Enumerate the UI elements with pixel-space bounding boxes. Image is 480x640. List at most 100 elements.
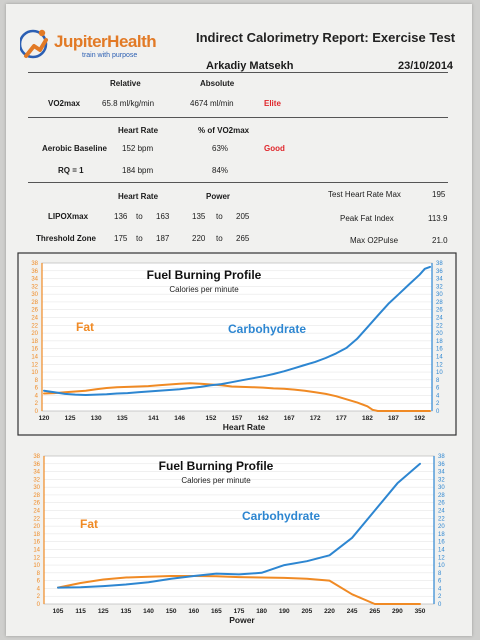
col-absolute-header: Absolute (200, 79, 235, 88)
y-tick-label-right: 10 (438, 563, 445, 569)
y-tick-label-left: 10 (31, 370, 38, 376)
x-tick-label: 150 (166, 608, 177, 615)
y-tick-label-left: 0 (35, 409, 39, 415)
vo2max-relative: 65.8 ml/kg/min (102, 99, 155, 108)
lipox-power-high: 205 (236, 212, 250, 221)
y-tick-label-right: 24 (438, 509, 445, 515)
chart-title: Fuel Burning Profile (159, 459, 274, 473)
chart-border (17, 252, 457, 436)
x-tick-label: 192 (414, 415, 425, 422)
y-tick-label-left: 4 (37, 586, 41, 592)
y-tick-label-right: 32 (436, 284, 443, 290)
y-tick-label-left: 16 (31, 347, 38, 353)
y-tick-label-left: 22 (31, 323, 38, 329)
y-tick-label-left: 20 (33, 524, 40, 530)
stat-label: Peak Fat Index (340, 214, 394, 223)
x-tick-label: 290 (392, 608, 403, 615)
threshold-zone-label: Threshold Zone (36, 234, 96, 243)
y-tick-label-right: 2 (438, 594, 442, 600)
company-logo: JupiterHealth train with purpose (20, 26, 180, 64)
report-sheet: JupiterHealth train with purpose Indirec… (6, 4, 472, 636)
zones-col-power-header: Power (206, 192, 231, 201)
x-tick-label: 115 (75, 608, 86, 615)
fat-series-line (57, 575, 421, 605)
y-tick-label-left: 12 (31, 362, 38, 368)
x-tick-label: 182 (362, 415, 373, 422)
y-tick-label-right: 18 (438, 532, 445, 538)
y-tick-label-right: 12 (436, 362, 443, 368)
y-tick-label-left: 26 (31, 308, 38, 314)
lipox-hr-low: 136 (114, 212, 128, 221)
y-tick-label-left: 2 (35, 401, 39, 407)
y-tick-label-right: 20 (438, 524, 445, 530)
chart-title: Fuel Burning Profile (147, 268, 262, 282)
x-tick-label: 152 (205, 415, 216, 422)
y-tick-label-left: 20 (31, 331, 38, 337)
y-tick-label-right: 18 (436, 339, 443, 345)
threshold-hr-high: 187 (156, 234, 170, 243)
x-tick-label: 162 (258, 415, 269, 422)
divider (28, 182, 448, 183)
y-tick-label-left: 18 (31, 339, 38, 345)
threshold-power-low: 220 (192, 234, 206, 243)
chart-subtitle: Calories per minute (181, 476, 251, 485)
report-title: Indirect Calorimetry Report: Exercise Te… (196, 30, 456, 45)
lipox-power-low: 135 (192, 212, 206, 221)
carbohydrate-annotation: Carbohydrate (242, 509, 320, 523)
threshold-hr-low: 175 (114, 234, 128, 243)
y-tick-label-right: 10 (436, 370, 443, 376)
y-tick-label-right: 26 (436, 308, 443, 314)
vo2max-rating: Elite (264, 99, 281, 108)
x-tick-label: 120 (39, 415, 50, 422)
x-tick-label: 140 (143, 608, 154, 615)
y-tick-label-left: 18 (33, 532, 40, 538)
y-tick-label-right: 32 (438, 477, 445, 483)
athlete-name: Arkadiy Matsekh (206, 60, 294, 72)
y-tick-label-right: 22 (436, 323, 443, 329)
y-tick-label-left: 22 (33, 516, 40, 522)
y-tick-label-right: 0 (436, 409, 440, 415)
report-date: 23/10/2014 (398, 60, 454, 72)
x-axis-label: Power (229, 615, 255, 625)
y-tick-label-left: 24 (31, 316, 38, 322)
y-tick-label-left: 34 (33, 470, 40, 476)
y-tick-label-left: 2 (37, 594, 41, 600)
x-tick-label: 172 (310, 415, 321, 422)
aerobic-baseline-rating: Good (264, 144, 285, 153)
x-tick-label: 146 (174, 415, 185, 422)
y-tick-label-right: 26 (438, 501, 445, 507)
y-tick-label-left: 28 (33, 493, 40, 499)
y-tick-label-right: 4 (438, 586, 442, 592)
x-tick-label: 157 (232, 415, 243, 422)
y-tick-label-left: 32 (31, 284, 38, 290)
y-tick-label-right: 12 (438, 555, 445, 561)
runner-logo-icon (20, 29, 48, 59)
y-tick-label-right: 36 (436, 269, 443, 275)
logo-tagline: train with purpose (82, 52, 138, 59)
y-tick-label-left: 36 (31, 269, 38, 275)
x-tick-label: 165 (211, 608, 222, 615)
col-hr-header: Heart Rate (118, 126, 159, 135)
y-tick-label-left: 30 (31, 292, 38, 298)
carbohydrate-annotation: Carbohydrate (228, 322, 306, 336)
y-tick-label-left: 34 (31, 277, 38, 283)
y-tick-label-right: 36 (438, 462, 445, 468)
y-tick-label-left: 16 (33, 540, 40, 546)
y-tick-label-right: 24 (436, 316, 443, 322)
stat-value: 113.9 (428, 214, 448, 223)
x-tick-label: 130 (91, 415, 102, 422)
y-tick-label-right: 4 (436, 393, 440, 399)
y-tick-label-right: 28 (438, 493, 445, 499)
x-tick-label: 265 (369, 608, 380, 615)
y-tick-label-left: 38 (31, 261, 38, 267)
fat-annotation: Fat (76, 320, 94, 334)
lipox-hr-high: 163 (156, 212, 170, 221)
y-tick-label-left: 10 (33, 563, 40, 569)
y-tick-label-right: 30 (436, 292, 443, 298)
x-tick-label: 125 (65, 415, 76, 422)
threshold-to: to (216, 234, 223, 243)
threshold-to: to (136, 234, 143, 243)
fat-series-line (43, 382, 431, 412)
y-tick-label-left: 32 (33, 477, 40, 483)
